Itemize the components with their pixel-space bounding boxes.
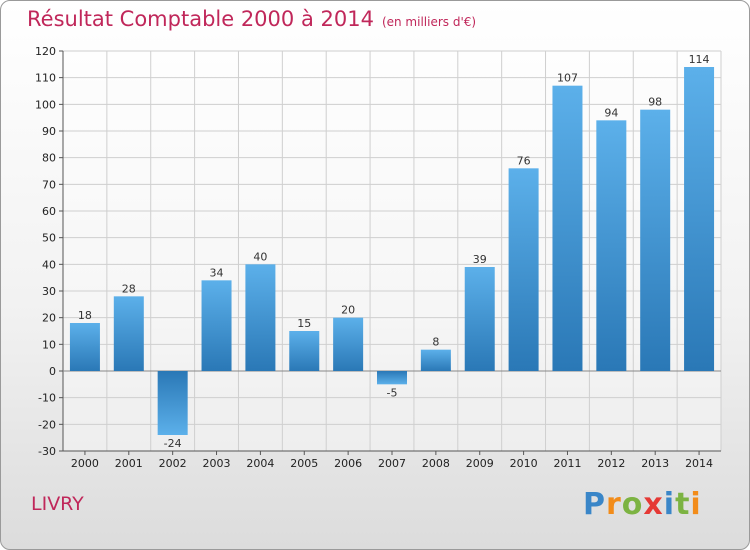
bar-2008 xyxy=(420,349,451,371)
data-label-2010: 76 xyxy=(517,154,531,167)
data-label-2005: 15 xyxy=(297,317,311,330)
data-label-2009: 39 xyxy=(473,253,487,266)
y-tick-label: -30 xyxy=(38,445,56,458)
bar-2004 xyxy=(245,264,276,371)
y-tick-label: 70 xyxy=(42,178,56,191)
commune-name: LIVRY xyxy=(31,493,84,515)
chart-title: Résultat Comptable 2000 à 2014 (en millie… xyxy=(27,7,476,31)
x-tick-label-2009: 2009 xyxy=(466,457,494,470)
logo-letter: o xyxy=(621,487,644,522)
x-tick-label-2003: 2003 xyxy=(203,457,231,470)
y-tick-label: 20 xyxy=(42,312,56,325)
logo-letter: r xyxy=(606,487,622,522)
data-label-2007: -5 xyxy=(387,386,398,399)
data-label-2012: 94 xyxy=(604,106,618,119)
data-label-2000: 18 xyxy=(78,309,92,322)
data-label-2001: 28 xyxy=(122,282,136,295)
bar-2005 xyxy=(289,331,320,371)
logo-letter: t xyxy=(675,487,691,522)
chart-title-main: Résultat Comptable 2000 à 2014 xyxy=(27,7,374,31)
y-tick-label: 40 xyxy=(42,258,56,271)
logo-letter: x xyxy=(643,487,664,522)
bar-2009 xyxy=(464,267,495,371)
bar-2007 xyxy=(377,371,407,385)
y-tick-label: 110 xyxy=(35,72,56,85)
x-tick-label-2000: 2000 xyxy=(71,457,99,470)
x-tick-label-2006: 2006 xyxy=(334,457,362,470)
y-tick-label: 60 xyxy=(42,205,56,218)
x-tick-label-2014: 2014 xyxy=(685,457,713,470)
x-tick-label-2005: 2005 xyxy=(290,457,318,470)
y-tick-label: 120 xyxy=(35,45,56,58)
bar-2001 xyxy=(113,296,144,371)
y-tick-label: -20 xyxy=(38,418,56,431)
x-tick-label-2002: 2002 xyxy=(159,457,187,470)
y-tick-label: 10 xyxy=(42,338,56,351)
y-tick-label: 100 xyxy=(35,98,56,111)
x-tick-label-2001: 2001 xyxy=(115,457,143,470)
bar-2000 xyxy=(69,323,100,371)
x-tick-label-2008: 2008 xyxy=(422,457,450,470)
bar-2013 xyxy=(640,109,671,372)
y-tick-label: 90 xyxy=(42,125,56,138)
y-tick-label: -10 xyxy=(38,392,56,405)
data-label-2008: 8 xyxy=(432,336,439,349)
logo-letter: i xyxy=(690,487,702,522)
chart-subtitle: (en milliers d'€) xyxy=(381,15,477,29)
data-label-2004: 40 xyxy=(253,250,267,263)
data-label-2013: 98 xyxy=(648,96,662,109)
logo-letter: P xyxy=(583,487,606,522)
data-label-2006: 20 xyxy=(341,304,355,317)
y-tick-label: 50 xyxy=(42,232,56,245)
data-label-2014: 114 xyxy=(689,53,710,66)
data-label-2011: 107 xyxy=(557,72,578,85)
proxiti-logo: Proxiti xyxy=(583,487,702,522)
y-tick-label: 30 xyxy=(42,285,56,298)
bar-2002 xyxy=(157,371,188,435)
data-label-2003: 34 xyxy=(210,266,224,279)
y-tick-label: 0 xyxy=(49,365,56,378)
bar-2014 xyxy=(684,67,715,371)
y-tick-label: 80 xyxy=(42,152,56,165)
bar-2003 xyxy=(201,280,232,371)
x-tick-label-2013: 2013 xyxy=(641,457,669,470)
x-tick-label-2011: 2011 xyxy=(553,457,581,470)
bar-2012 xyxy=(596,120,627,371)
x-tick-label-2004: 2004 xyxy=(246,457,274,470)
bar-2011 xyxy=(552,85,583,372)
x-tick-label-2012: 2012 xyxy=(597,457,625,470)
data-label-2002: -24 xyxy=(164,437,182,450)
x-tick-label-2010: 2010 xyxy=(510,457,538,470)
logo-letter: i xyxy=(663,487,676,522)
bar-2010 xyxy=(508,168,539,371)
bar-2006 xyxy=(333,317,364,371)
x-tick-label-2007: 2007 xyxy=(378,457,406,470)
